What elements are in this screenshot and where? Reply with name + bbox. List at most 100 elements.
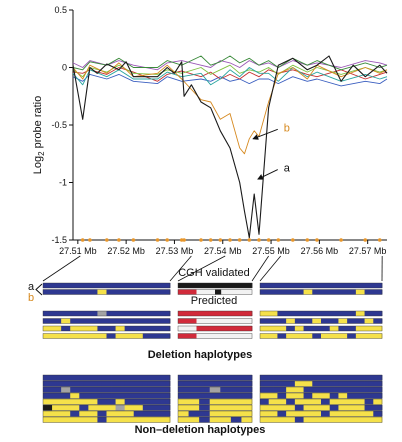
haplotype-cell [364, 283, 370, 288]
haplotype-cell [156, 417, 162, 423]
haplotype-cell [88, 326, 94, 331]
haplotype-cell [47, 405, 53, 411]
haplotype-cell [124, 405, 130, 411]
haplotype-cell [43, 399, 48, 405]
haplotype-cell [202, 311, 210, 316]
non-left-block [42, 374, 171, 423]
haplotype-cell [138, 381, 144, 387]
connector-line [177, 255, 226, 282]
haplotype-cell [88, 283, 94, 288]
haplotype-cell [151, 283, 157, 288]
haplotype-cell [307, 283, 313, 288]
haplotype-cell [316, 375, 322, 381]
haplotype-cell [165, 411, 171, 417]
haplotype-cell [351, 405, 357, 411]
haplotype-cell [230, 387, 237, 393]
haplotype-cell [316, 318, 322, 324]
haplotype-cell [334, 405, 339, 411]
haplotype-cell [97, 375, 103, 381]
haplotype-cell [325, 318, 331, 324]
haplotype-row [42, 416, 171, 423]
haplotype-cell [101, 405, 107, 411]
haplotype-cell [286, 399, 291, 405]
haplotype-cell [347, 311, 352, 316]
haplotype-cell [290, 318, 296, 324]
haplotype-cell [129, 333, 135, 339]
haplotype-cell [233, 333, 241, 339]
haplotype-row [259, 410, 383, 417]
haplotype-cell [156, 399, 162, 405]
haplotype-cell [294, 375, 300, 381]
haplotype-cell [61, 289, 67, 295]
haplotype-cell [61, 393, 67, 399]
haplotype-cell [142, 417, 148, 423]
haplotype-cell [312, 387, 318, 393]
haplotype-cell [286, 289, 291, 295]
haplotype-cell [115, 333, 121, 339]
haplotype-cell [129, 405, 135, 411]
haplotype-cell [92, 283, 98, 288]
haplotype-cell [294, 399, 300, 405]
haplotype-cell [312, 375, 318, 381]
haplotype-cell [209, 411, 216, 417]
haplotype-cell [268, 417, 274, 423]
haplotype-cell [79, 326, 85, 331]
haplotype-cell [334, 311, 339, 316]
haplotype-row [259, 386, 383, 393]
x-tick-label: 27.53 Mb [156, 246, 194, 256]
x-tick-label: 27.54 Mb [204, 246, 242, 256]
haplotype-cell [260, 333, 265, 339]
haplotype-cell [368, 399, 374, 405]
haplotype-cell [133, 399, 139, 405]
haplotype-row [42, 386, 171, 393]
haplotype-cell [101, 411, 107, 417]
haplotype-cell [368, 381, 374, 387]
haplotype-cell [178, 283, 185, 288]
haplotype-cell [368, 326, 374, 331]
cgh-left-block [42, 282, 171, 295]
haplotype-cell [329, 399, 335, 405]
haplotype-cell [373, 417, 379, 423]
haplotype-cell [227, 311, 234, 316]
haplotype-cell [307, 311, 313, 316]
haplotype-cell [377, 405, 383, 411]
haplotype-cell [338, 289, 344, 295]
haplotype-cell [268, 283, 274, 288]
haplotype-row [259, 282, 383, 289]
haplotype-cell [101, 381, 107, 387]
haplotype-cell [360, 399, 365, 405]
haplotype-cell [79, 283, 85, 288]
haplotype-cell [281, 289, 287, 295]
haplotype-cell [188, 381, 195, 387]
haplotype-cell [204, 405, 211, 411]
haplotype-cell [111, 381, 116, 387]
haplotype-cell [377, 417, 383, 423]
haplotype-cell [312, 311, 318, 316]
haplotype-cell [360, 417, 365, 423]
haplotype-cell [290, 333, 296, 339]
haplotype-cell [312, 333, 318, 339]
haplotype-cell [52, 318, 58, 324]
haplotype-cell [83, 375, 89, 381]
haplotype-cell [79, 381, 85, 387]
haplotype-cell [268, 311, 274, 316]
haplotype-cell [230, 399, 237, 405]
haplotype-cell [56, 411, 62, 417]
haplotype-cell [373, 399, 379, 405]
haplotype-row [177, 374, 253, 381]
haplotype-cell [196, 318, 204, 324]
haplotype-cell [321, 326, 326, 331]
haplotype-cell [273, 318, 278, 324]
haplotype-cell [277, 393, 283, 399]
haplotype-cell [65, 333, 71, 339]
haplotype-cell [215, 399, 221, 405]
haplotype-cell [70, 411, 76, 417]
haplotype-cell [209, 387, 216, 393]
haplotype-cell [204, 417, 211, 423]
haplotype-cell [264, 375, 270, 381]
haplotype-cell [138, 289, 144, 295]
haplotype-cell [204, 411, 211, 417]
haplotype-cell [286, 283, 291, 288]
haplotype-cell [281, 283, 287, 288]
haplotype-cell [338, 399, 344, 405]
